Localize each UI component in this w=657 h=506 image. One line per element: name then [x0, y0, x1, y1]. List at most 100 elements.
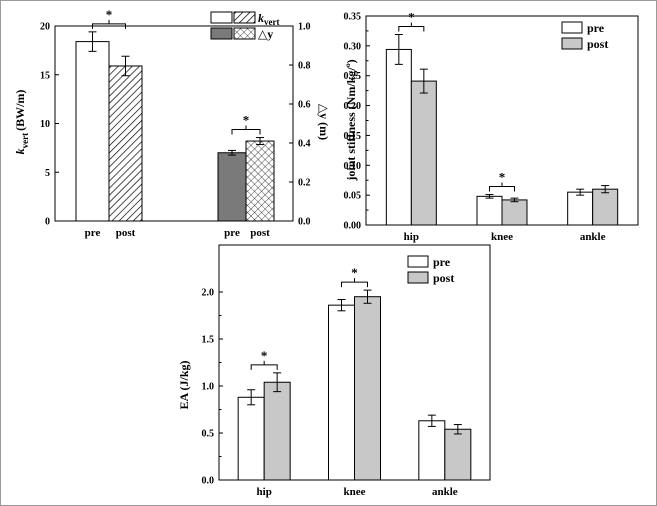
chart3-bar-knee-post [354, 296, 381, 481]
legend-deltay-label: △y [258, 27, 273, 41]
chart3-bar-hip-pre [237, 396, 265, 481]
chart2-tick-label: 0.20 [344, 101, 362, 112]
chart1-bar-1-post [245, 140, 275, 222]
chart3-tick-label: 2.0 [202, 288, 215, 299]
chart3-legend-swatch-pre [407, 255, 429, 268]
chart2-sig-hip-star: * [408, 10, 415, 25]
chart3-y-axis-label: EA (J/kg) [177, 360, 191, 409]
chart3-tick-label: 0.0 [202, 476, 215, 487]
chart3-bar-knee-pre [328, 304, 355, 481]
chart2-tick-label: 0.15 [344, 131, 362, 142]
left-tick-label: 5 [45, 168, 50, 179]
chart1-category-labels: pre post pre post [85, 227, 270, 239]
legend-kvert-sub: vert [264, 17, 280, 27]
left-tick-label: 0 [45, 217, 50, 228]
chart2-y-ticks: 0.00 0.05 0.10 0.15 0.20 0.25 0.30 0.35 [344, 12, 370, 232]
chart-joint-stiffness: 0.000.050.100.150.200.250.300.35 ** hip k… [344, 10, 639, 243]
chart2-tick-label: 0.05 [344, 191, 362, 202]
chart1-sig-1-star: * [243, 113, 250, 128]
chart2-legend-swatch-post [561, 37, 583, 50]
chart2-bars: ** [385, 10, 619, 226]
chart2-tick-label: 0.35 [344, 12, 362, 23]
chart2-bar-ankle-post [592, 188, 619, 226]
chart3-cat-ankle: ankle [432, 486, 458, 498]
chart1-left-axis-label: kvert (BW/m) [13, 90, 30, 155]
left-tick-label: 20 [40, 22, 50, 33]
chart3-tick-label: 0.5 [202, 429, 215, 440]
chart3-cat-knee: knee [344, 486, 366, 498]
chart3-sig-knee-bracket [341, 281, 368, 288]
chart1-left-ticks: 0 5 10 15 20 [40, 22, 59, 228]
chart2-legend-label-post: post [587, 37, 608, 51]
chart1-right-axis-label: △y (m) [317, 104, 331, 140]
chart2-legend-swatch-pre [561, 21, 583, 34]
chart1-cat-post: post [250, 227, 270, 239]
chart3-sig-knee-star: * [351, 265, 358, 280]
chart1-legend: kvert △y [210, 11, 280, 41]
chart2-legend-label-pre: pre [587, 21, 605, 35]
chart2-bar-knee-pre [476, 195, 503, 226]
chart1-bar-0-pre [75, 41, 110, 222]
deltay-label: △y [317, 104, 331, 119]
legend-kvert-k: k [258, 11, 264, 25]
legend-kvert-pre-swatch [210, 11, 233, 24]
chart1-bar-1-pre [217, 152, 247, 222]
chart1-right-ticks: 0.0 0.2 0.4 0.6 0.8 1.0 [289, 22, 311, 228]
chart2-bar-knee-post [501, 199, 528, 226]
chart1-sig-0-star: * [106, 7, 113, 22]
legend-dy-post-swatch [233, 27, 256, 40]
kvert-unit: (BW/m) [13, 90, 27, 131]
chart1-cat-post: post [116, 227, 136, 239]
chart-ea: 0.00.51.01.52.0 ** hip knee ankle EA (J/kg… [177, 244, 491, 498]
chart3-sig-hip-star: * [261, 348, 268, 363]
chart2-cat-knee: knee [491, 231, 513, 243]
chart1-cat-pre: pre [85, 227, 101, 239]
chart1-bars: ** [75, 7, 275, 222]
kvert-sub: vert [20, 133, 30, 149]
chart2-category-labels: hip knee ankle [404, 231, 606, 243]
chart1-cat-pre: pre [224, 227, 240, 239]
chart2-y-axis-label: joint stiffness (Nm/kg/º) [344, 59, 358, 181]
legend-dy-pre-swatch [210, 27, 233, 40]
chart3-legend: pre post [407, 255, 454, 285]
chart3-tick-label: 1.0 [202, 382, 215, 393]
right-tick-label: 0.2 [298, 178, 311, 189]
chart3-cat-hip: hip [257, 486, 272, 498]
chart2-tick-label: 0.30 [344, 41, 362, 52]
chart2-sig-knee-star: * [499, 170, 506, 185]
right-tick-label: 0.4 [298, 139, 311, 150]
deltay-unit: (m) [317, 122, 331, 140]
chart1-sig-1-bracket [231, 129, 261, 135]
chart3-tick-label: 1.5 [202, 335, 215, 346]
right-tick-label: 1.0 [298, 22, 311, 33]
legend-kvert-label: kvert [258, 11, 280, 27]
chart3-sig-hip-bracket [250, 364, 278, 370]
chart1-bar-0-post [108, 65, 143, 222]
chart2-bar-hip-post [410, 80, 437, 226]
left-tick-label: 10 [40, 119, 50, 130]
chart2-tick-label: 0.25 [344, 71, 362, 82]
chart3-legend-label-post: post [433, 271, 454, 285]
chart2-bar-hip-pre [385, 48, 412, 226]
chart3-legend-label-pre: pre [433, 255, 451, 269]
chart3-bars: ** [237, 265, 472, 481]
left-tick-label: 15 [40, 70, 50, 81]
chart2-bar-ankle-pre [567, 191, 594, 226]
chart2-sig-hip-bracket [398, 26, 425, 32]
right-tick-label: 0.8 [298, 61, 311, 72]
chart2-legend: pre post [561, 21, 608, 51]
chart2-tick-label: 0.10 [344, 161, 362, 172]
chart2-cat-ankle: ankle [580, 231, 606, 243]
legend-kvert-post-swatch [233, 11, 256, 24]
chart3-bar-hip-post [263, 381, 291, 481]
chart3-y-ticks: 0.0 0.5 1.0 1.5 2.0 [202, 288, 223, 487]
right-tick-label: 0.6 [298, 100, 311, 111]
chart3-bar-ankle-pre [418, 420, 446, 481]
chart3-category-labels: hip knee ankle [257, 486, 458, 498]
chart3-bar-ankle-post [444, 428, 472, 481]
chart2-cat-hip: hip [404, 231, 419, 243]
kvert-k: k [13, 148, 27, 154]
chart2-sig-knee-bracket [489, 186, 515, 192]
